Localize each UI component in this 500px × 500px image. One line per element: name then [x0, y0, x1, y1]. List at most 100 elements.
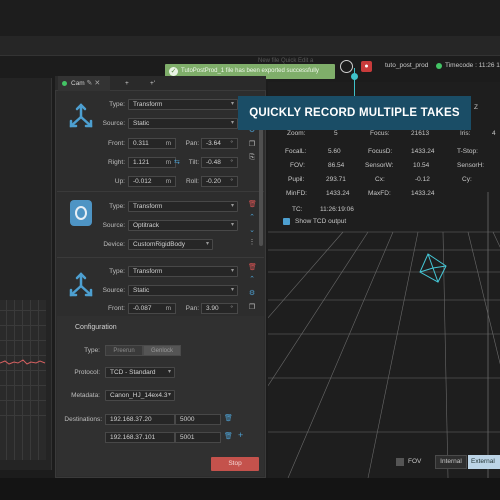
- show-tcd-label: Show TCD output: [295, 218, 347, 225]
- pencil-icon[interactable]: ✎ ✕: [86, 80, 101, 87]
- 3d-viewport[interactable]: Z: [268, 82, 500, 478]
- protocol-select[interactable]: TCD - Standard ▾: [105, 367, 175, 378]
- roll-input[interactable]: -0.20 °: [201, 176, 238, 187]
- type-select[interactable]: Transform ▾: [128, 201, 238, 212]
- tilt-input[interactable]: -0.48 °: [201, 157, 238, 168]
- delete-icon[interactable]: 🗑: [248, 201, 257, 208]
- up-label: Up:: [114, 178, 125, 185]
- pupil-value: 293.71: [326, 176, 346, 183]
- status-dot-icon: [62, 81, 67, 86]
- tc-value: 11:26:19:06: [320, 206, 354, 213]
- cx-label: Cx:: [375, 176, 385, 183]
- add-destination-icon[interactable]: +: [238, 430, 244, 440]
- panel-scrollbar[interactable]: [259, 96, 263, 246]
- up-input[interactable]: -0.012 m: [128, 176, 176, 187]
- sensorh-label: SensorH:: [457, 162, 485, 169]
- focal-label: FocalL:: [285, 148, 307, 155]
- chevron-up-icon[interactable]: ⌃: [249, 214, 255, 221]
- camera-gizmo-icon: [419, 253, 447, 283]
- destination-port-input[interactable]: 5000: [175, 414, 221, 425]
- genlock-toggle[interactable]: Genlock: [143, 345, 181, 356]
- device-select[interactable]: CustomRigidBody ▾: [128, 239, 213, 250]
- configuration-section: Configuration Type: Preerun Genlock Prot…: [57, 316, 264, 476]
- show-tcd-checkbox[interactable]: [283, 218, 290, 225]
- zoom-value: 5: [334, 130, 338, 137]
- menu-bar: [0, 36, 500, 56]
- type-label: Type:: [109, 268, 125, 275]
- metadata-select[interactable]: Canon_HJ_14ex4.3 ▾: [105, 390, 175, 401]
- pan-label: Pan:: [185, 140, 199, 147]
- settings-gear-icon[interactable]: ⚙: [248, 127, 256, 134]
- configuration-title: Configuration: [75, 324, 117, 331]
- blurred-menu-text: New file Quick Edit a: [258, 58, 314, 64]
- tracker-section-2: Type: Transform ▾ Source: Optitrack ▾ Devi…: [57, 193, 264, 258]
- copy-icon[interactable]: ❐: [248, 304, 256, 311]
- type-label: Type:: [109, 203, 125, 210]
- preerun-toggle[interactable]: Preerun: [105, 345, 143, 356]
- record-button[interactable]: ●: [361, 61, 372, 72]
- sensorw-label: SensorW:: [365, 162, 394, 169]
- check-icon: ✓: [169, 67, 178, 76]
- minfd-value: 1433.24: [326, 190, 350, 197]
- source-select[interactable]: Optitrack ▾: [128, 220, 238, 231]
- viewport-grid: [268, 192, 500, 478]
- transform-axis-icon: [69, 272, 93, 297]
- right-input[interactable]: 1.121 m: [128, 157, 176, 168]
- cy-label: Cy:: [462, 176, 472, 183]
- front-input[interactable]: -0.087 m: [128, 303, 176, 314]
- tab-camera[interactable]: Cam ✎ ✕: [58, 76, 110, 91]
- chevron-down-icon: ▾: [230, 222, 234, 228]
- roll-label: Roll:: [185, 178, 199, 185]
- swap-icon[interactable]: ⇆: [174, 159, 180, 166]
- destination-ip-input[interactable]: 192.168.37.20: [105, 414, 175, 425]
- maxfd-label: MaxFD:: [368, 190, 391, 197]
- focus-label: Focus:: [370, 130, 390, 137]
- tab-add[interactable]: +: [125, 80, 129, 87]
- transform-axis-icon: [69, 103, 93, 128]
- sensorw-value: 10.54: [413, 162, 430, 169]
- banner-connector: [354, 68, 355, 96]
- source-select[interactable]: Static ▾: [128, 118, 238, 129]
- front-input[interactable]: 0.311 m: [128, 138, 176, 149]
- tab-bar: Cam ✎ ✕ + +': [55, 76, 266, 91]
- chevron-down-icon: ▾: [205, 241, 209, 247]
- front-label: Front:: [108, 305, 125, 312]
- destination-port-input[interactable]: 5001: [175, 432, 221, 443]
- fov-checkbox[interactable]: [396, 458, 404, 466]
- destination-ip-input[interactable]: 192.168.37.101: [105, 432, 175, 443]
- front-label: Front:: [108, 140, 125, 147]
- external-button[interactable]: External: [468, 455, 500, 469]
- config-type-label: Type:: [84, 347, 100, 354]
- source-label: Source:: [102, 222, 125, 229]
- device-label: Device:: [103, 241, 125, 248]
- internal-button[interactable]: Internal: [435, 455, 467, 469]
- curve-graph: [0, 300, 46, 460]
- tab-add-more[interactable]: +': [150, 80, 156, 87]
- settings-gear-icon[interactable]: ⚙: [248, 290, 256, 297]
- right-label: Right:: [108, 159, 125, 166]
- type-select[interactable]: Transform ▾: [128, 266, 238, 277]
- chevron-up-icon[interactable]: ⌃: [249, 276, 255, 283]
- more-icon[interactable]: ⋮: [248, 239, 256, 246]
- pan-input[interactable]: -3.64 °: [201, 138, 238, 149]
- delete-icon[interactable]: 🗑: [224, 433, 233, 440]
- delete-icon[interactable]: 🗑: [224, 415, 233, 422]
- delete-icon[interactable]: 🗑: [248, 264, 257, 271]
- source-select[interactable]: Static ▾: [128, 285, 238, 296]
- take-ring-icon[interactable]: [340, 60, 353, 73]
- destinations-label: Destinations:: [64, 416, 102, 423]
- chevron-down-icon: ▾: [230, 120, 234, 126]
- timecode-status-icon: [436, 63, 442, 69]
- copy-icon[interactable]: ❐: [248, 141, 256, 148]
- fov-toggle-label: FOV: [408, 458, 422, 465]
- cx-value: -0.12: [415, 176, 430, 183]
- minfd-label: MinFD:: [286, 190, 307, 197]
- protocol-label: Protocol:: [74, 369, 100, 376]
- chevron-down-icon[interactable]: ⌄: [249, 227, 255, 234]
- pan-input[interactable]: 3.90 °: [201, 303, 238, 314]
- paste-icon[interactable]: ⎘: [249, 154, 255, 161]
- type-select[interactable]: Transform ▾: [128, 99, 238, 110]
- export-toast: ✓ TutoPostProd_1 file has been exported …: [165, 64, 335, 79]
- stop-button[interactable]: Stop: [211, 457, 259, 471]
- banner-pointer-dot: [351, 73, 358, 80]
